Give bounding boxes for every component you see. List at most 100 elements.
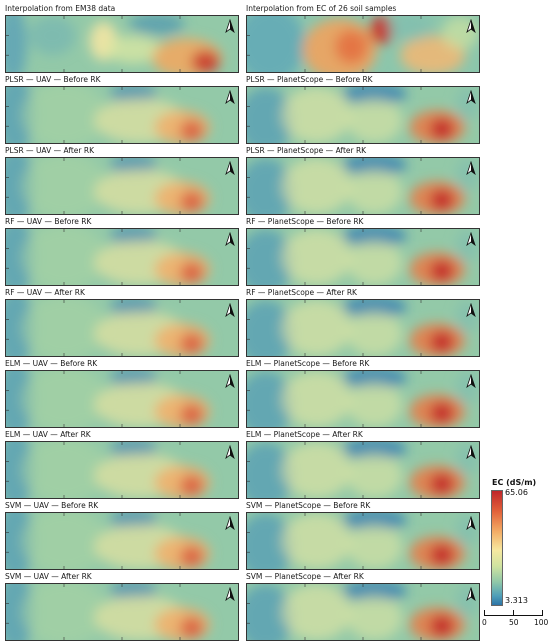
ec-raster	[247, 371, 479, 427]
ec-zone	[180, 262, 204, 283]
ec-map	[246, 370, 480, 428]
map-panel: RF — PlanetScope — After RK	[246, 288, 480, 357]
ec-zone	[247, 371, 294, 427]
ec-zone	[455, 87, 479, 121]
ec-raster	[6, 442, 238, 498]
north-arrow-icon	[225, 232, 235, 246]
map-panel: PLSR — PlanetScope — Before RK	[246, 75, 480, 144]
scale-label-100: 100 m	[534, 618, 550, 627]
ec-zone	[346, 240, 403, 285]
ec-map	[5, 15, 239, 73]
ec-zone	[180, 546, 204, 567]
ec-zone	[180, 617, 204, 638]
ec-map	[246, 157, 480, 215]
legend-title: EC (dS/m)	[492, 478, 537, 487]
ec-zone	[346, 453, 403, 498]
north-arrow-icon	[225, 374, 235, 388]
ec-zone	[247, 300, 294, 356]
north-arrow-icon	[225, 19, 235, 33]
north-arrow-icon	[466, 303, 476, 317]
ec-raster	[247, 229, 479, 285]
ec-zone	[455, 300, 479, 334]
north-arrow-icon	[225, 445, 235, 459]
map-panel-title: ELM — PlanetScope — Before RK	[246, 359, 370, 368]
ec-zone	[180, 404, 204, 425]
ec-zone	[22, 584, 106, 640]
north-arrow-icon	[225, 90, 235, 104]
north-arrow-icon	[225, 303, 235, 317]
ec-zone	[430, 331, 454, 353]
ec-zone	[281, 229, 352, 285]
map-panel-title: SVM — UAV — Before RK	[5, 501, 99, 510]
ec-zone	[281, 158, 352, 214]
ec-raster	[6, 513, 238, 569]
ec-raster	[247, 442, 479, 498]
ec-raster	[6, 87, 238, 143]
ec-zone	[247, 16, 305, 72]
ec-raster	[247, 584, 479, 640]
ec-zone	[346, 311, 403, 356]
map-panel-title: Interpolation from EC of 26 soil samples	[246, 4, 397, 13]
ec-zone	[22, 513, 106, 569]
ec-zone	[455, 158, 479, 192]
ec-zone	[342, 87, 408, 105]
ec-map	[5, 86, 239, 144]
map-panel-title: SVM — UAV — After RK	[5, 572, 92, 581]
map-panel-title: ELM — PlanetScope — After RK	[246, 430, 363, 439]
map-panel: PLSR — PlanetScope — After RK	[246, 146, 480, 215]
ec-raster	[6, 300, 238, 356]
map-panel-title: Interpolation from EM38 data	[5, 4, 116, 13]
ec-zone	[346, 595, 403, 640]
ec-zone	[22, 87, 106, 143]
map-panel-title: PLSR — PlanetScope — Before RK	[246, 75, 373, 84]
map-panel-title: RF — PlanetScope — After RK	[246, 288, 357, 297]
ec-zone	[342, 513, 408, 531]
ec-map	[5, 441, 239, 499]
scale-tick-0	[484, 610, 485, 616]
ec-zone	[180, 333, 204, 354]
ec-zone	[247, 87, 294, 143]
ec-zone	[22, 371, 106, 427]
ec-zone	[191, 50, 220, 72]
ec-zone	[346, 382, 403, 427]
scale-label-50: 50	[509, 618, 519, 627]
ec-zone	[430, 473, 454, 495]
ec-map	[246, 228, 480, 286]
ec-zone	[455, 513, 479, 547]
north-arrow-icon	[466, 232, 476, 246]
north-arrow-icon	[466, 516, 476, 530]
ec-zone	[386, 16, 433, 42]
ec-raster	[247, 158, 479, 214]
map-panel: PLSR — UAV — Before RK	[5, 75, 239, 144]
ec-zone	[22, 442, 106, 498]
map-panel-title: RF — PlanetScope — Before RK	[246, 217, 364, 226]
map-panel-title: ELM — UAV — Before RK	[5, 359, 98, 368]
map-panel: RF — UAV — After RK	[5, 288, 239, 357]
ec-zone	[247, 158, 294, 214]
ec-map	[246, 86, 480, 144]
ec-raster	[6, 16, 238, 72]
ec-map	[5, 370, 239, 428]
ec-zone	[281, 300, 352, 356]
north-arrow-icon	[466, 90, 476, 104]
ec-zone	[281, 371, 352, 427]
ec-zone	[247, 229, 294, 285]
map-panel: ELM — PlanetScope — After RK	[246, 430, 480, 499]
scale-tick-100	[542, 610, 543, 616]
map-panel-title: PLSR — UAV — Before RK	[5, 75, 101, 84]
ec-raster	[247, 513, 479, 569]
ec-raster	[6, 371, 238, 427]
ec-zone	[346, 524, 403, 569]
ec-zone	[430, 118, 454, 140]
north-arrow-icon	[225, 587, 235, 601]
ec-zone	[281, 87, 352, 143]
scale-label-0: 0	[482, 618, 487, 627]
map-panel: ELM — PlanetScope — Before RK	[246, 359, 480, 428]
ec-map	[246, 583, 480, 641]
north-arrow-icon	[225, 516, 235, 530]
ec-zone	[430, 615, 454, 637]
north-arrow-icon	[466, 587, 476, 601]
map-panel-title: SVM — PlanetScope — Before RK	[246, 501, 371, 510]
ec-map	[5, 512, 239, 570]
map-panel: ELM — UAV — Before RK	[5, 359, 239, 428]
